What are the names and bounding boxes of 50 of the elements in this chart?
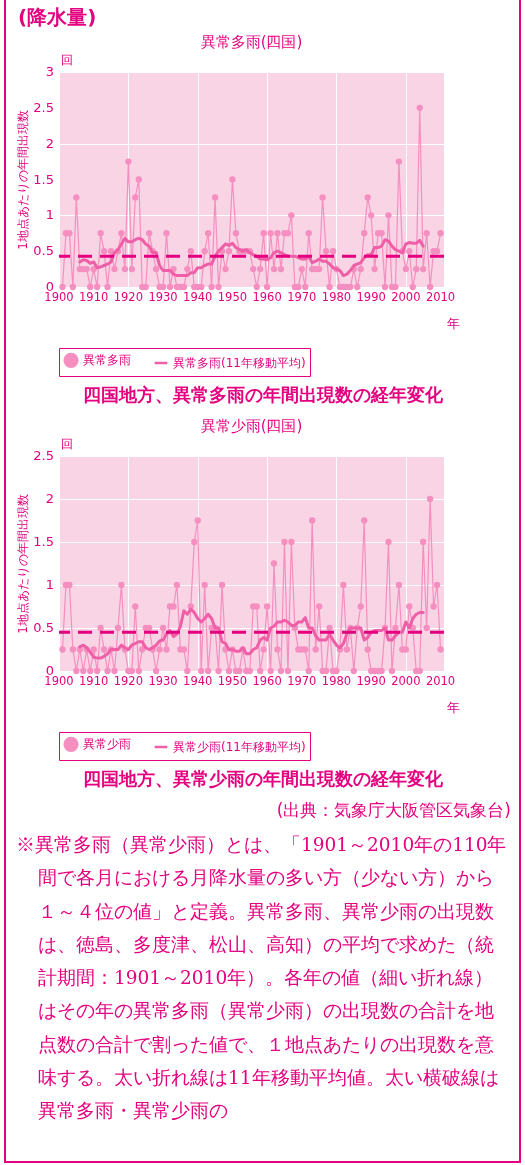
y-tick-label: 2.5 — [33, 448, 54, 463]
x-tick-label: 1970 — [287, 290, 317, 304]
x-tick-label: 1910 — [79, 674, 109, 688]
y-tick-label: 2 — [45, 491, 54, 506]
y-tick-label: 1.5 — [33, 171, 54, 187]
x-tick-label: 1940 — [183, 674, 213, 688]
x-tick-label: 1950 — [217, 674, 248, 688]
text: 回 — [61, 437, 73, 451]
text: (出典：気象庁大阪管区気象台) — [275, 799, 511, 822]
y-tick-label: 2.5 — [33, 99, 54, 115]
x-tick-label: 1930 — [148, 290, 178, 304]
text: 四国地方、異常多雨の年間出現数の経年変化 — [81, 383, 444, 407]
x-tick-label: 1930 — [148, 674, 178, 688]
x-tick-label: 1970 — [287, 674, 317, 688]
x-tick-label: 1980 — [321, 674, 352, 688]
y-tick-label: 0.5 — [33, 243, 54, 259]
x-tick-label: 1960 — [252, 674, 282, 688]
x-tick-label: 2000 — [391, 674, 421, 688]
legend-label: 異常多雨(11年移動平均) — [173, 356, 306, 370]
y-tick-label: 1.5 — [33, 534, 54, 549]
y-tick-label: 3 — [45, 64, 54, 79]
chart-title: 異常少雨(四国) — [200, 417, 303, 435]
x-tick-label: 2000 — [391, 290, 421, 304]
x-tick-label: 1910 — [79, 290, 109, 304]
y-tick-label: 1 — [45, 207, 54, 223]
text: 四国地方、異常少雨の年間出現数の経年変化 — [81, 767, 444, 791]
x-tick-label: 2010 — [425, 290, 456, 304]
x-tick-label: 1980 — [321, 290, 352, 304]
chart-title: 異常多雨(四国) — [200, 33, 303, 51]
legend-label: 異常少雨(11年移動平均) — [173, 740, 306, 754]
x-tick-label: 1960 — [252, 290, 282, 304]
y-tick-label: 2 — [45, 135, 54, 151]
x-tick-label: 1940 — [183, 290, 213, 304]
x-tick-label: 1990 — [356, 674, 386, 688]
x-tick-label: 1920 — [113, 290, 144, 304]
text: ※異常多雨（異常少雨）とは、「1901～2010年の110年間で各月における月降水量の多い方（少ない方）から１～４位の値」と定義。異常多雨、異常少雨の出現数は、徳島、多度津、松山、高知）の平均で求めた（統計期間：1901～2010年）。各年の値（細い折れ線）はその年の異常多雨（異常少雨）の出現数の合計を地点数の合計で割った値で、１地点あたりの出現数を意味する。太い折れ線は11年移動平均値。太い横破線は異常多雨・異常少雨の — [16, 834, 507, 1122]
x-tick-label: 1920 — [113, 674, 144, 688]
legend-label: 異常多雨 — [83, 353, 131, 368]
x-tick-label: 1950 — [217, 290, 248, 304]
x-axis-title: 年 — [446, 315, 460, 331]
x-tick-label: 1990 — [356, 290, 386, 304]
chart-subtitle: (降水量) — [17, 4, 98, 31]
x-tick-label: 2010 — [425, 674, 456, 688]
y-axis-title: 1地点あたりの年間出現数 — [15, 110, 30, 250]
y-axis-title: 1地点あたりの年間出現数 — [15, 494, 30, 634]
x-axis-title: 年 — [446, 699, 460, 715]
text: 回 — [61, 53, 73, 67]
legend-label: 異常少雨 — [83, 737, 131, 752]
y-tick-label: 1 — [45, 577, 54, 592]
y-tick-label: 0.5 — [33, 620, 54, 635]
